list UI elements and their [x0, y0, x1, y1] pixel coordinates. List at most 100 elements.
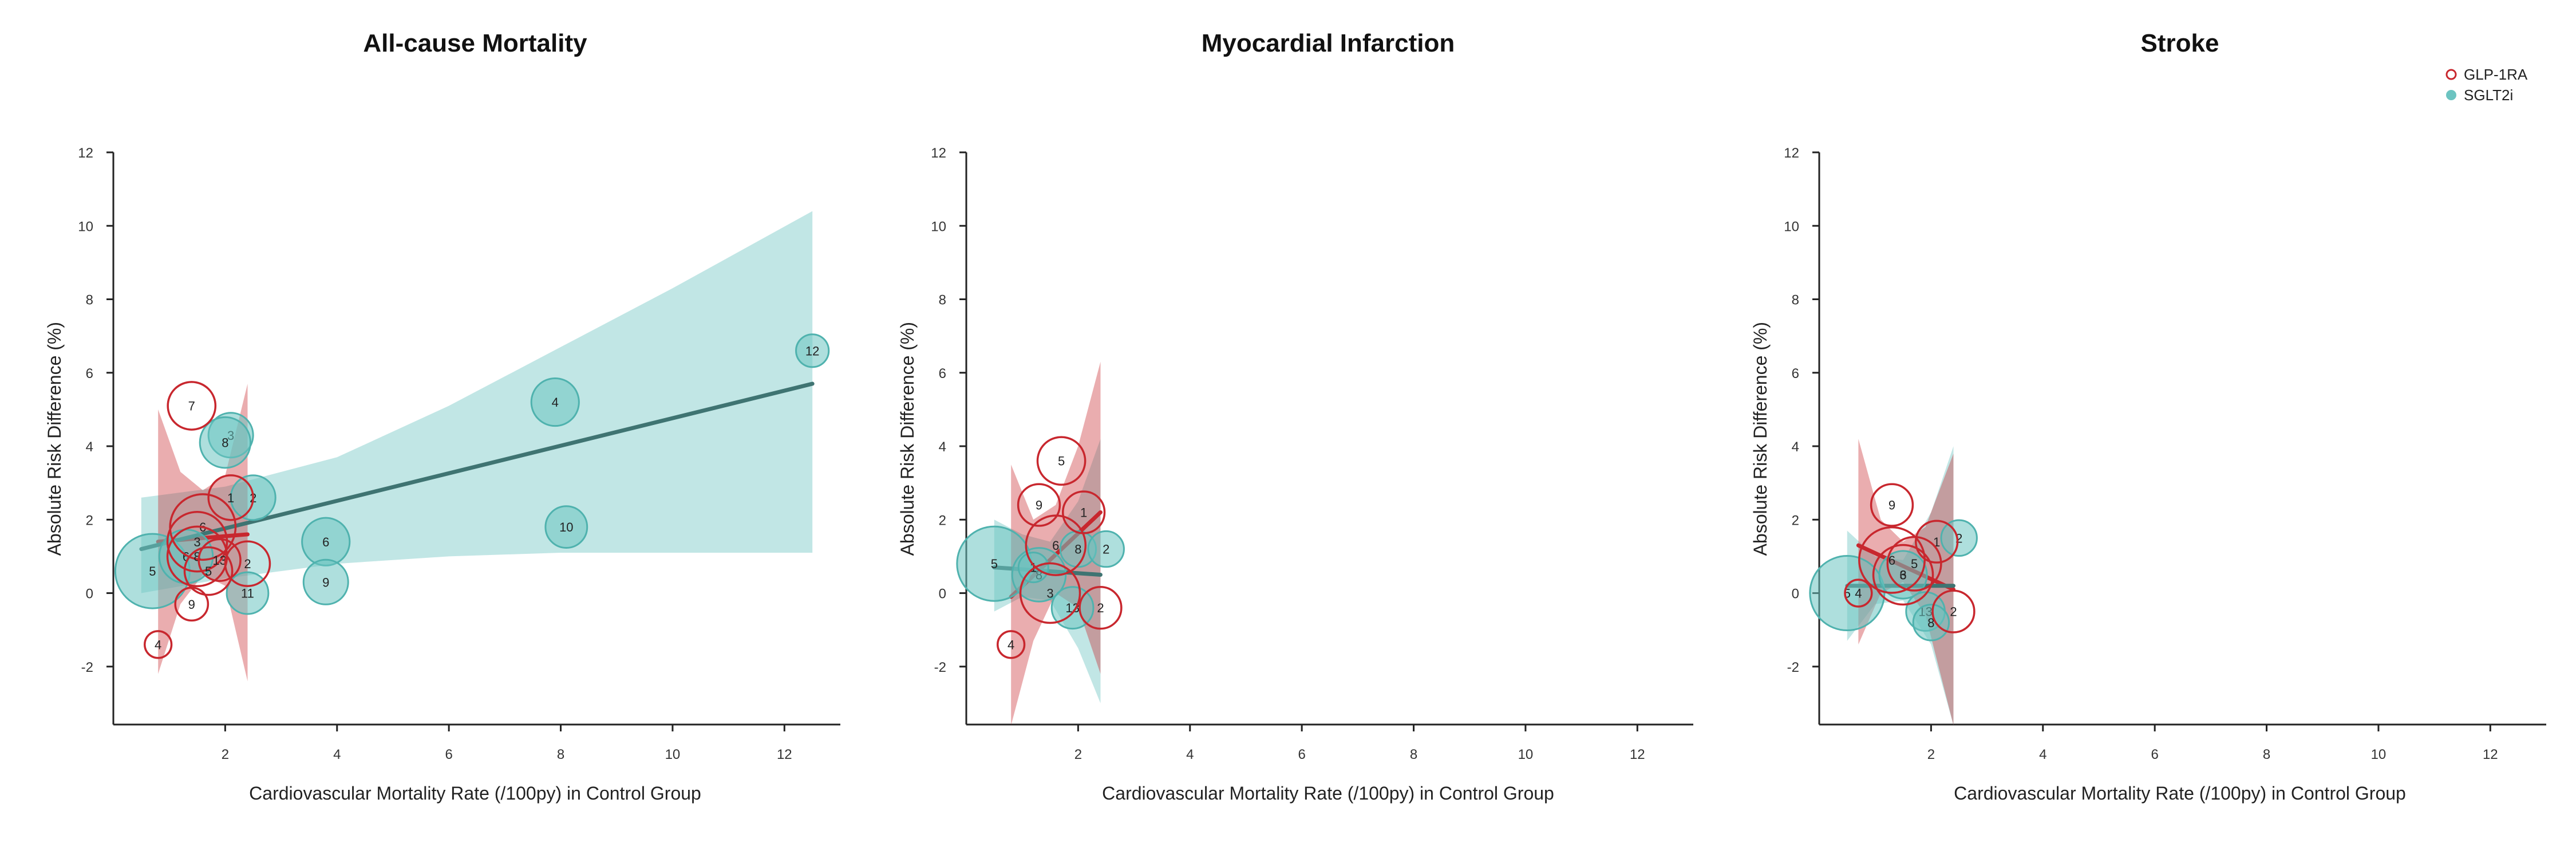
- y-tick-label: 8: [86, 293, 93, 308]
- sglt2i-point: [1809, 555, 1886, 632]
- glp1ra-point: [1017, 483, 1061, 527]
- y-tick-label: 0: [939, 587, 946, 602]
- glp1ra-point-label: 6: [1052, 538, 1059, 553]
- sglt2i-point-label: 6: [322, 535, 329, 549]
- sglt2i-point-label: 8: [1927, 616, 1934, 630]
- glp1ra-point: [144, 630, 173, 659]
- glp1ra-point-label: 2: [244, 557, 251, 571]
- sglt2i-point: [1087, 530, 1125, 568]
- glp1ra-point: [1872, 544, 1934, 606]
- y-tick-label: -2: [81, 660, 93, 675]
- sglt2i-point-label: 8: [1074, 542, 1081, 557]
- x-tick-label: 2: [222, 747, 229, 762]
- sglt2i-point-label: 10: [559, 520, 573, 534]
- glp1ra-point: [207, 474, 254, 521]
- glp1ra-point: [1915, 519, 1959, 564]
- x-tick-label: 6: [445, 747, 452, 762]
- y-axis-label: Absolute Risk Difference (%): [1750, 322, 1771, 556]
- chart-panel-3: Stroke -2 0 2 4 6 8 10 12 2 4 6 8 10 12 Cardiovascular …: [1750, 29, 2546, 804]
- glp1ra-confidence-band: [1011, 361, 1101, 726]
- x-axis-label: Cardiovascular Mortality Rate (/100py) i…: [1954, 783, 2406, 804]
- sglt2i-point-label: 9: [322, 575, 329, 589]
- y-tick-label: 6: [1792, 366, 1799, 381]
- glp1ra-point: [224, 540, 271, 587]
- sglt2i-point: [795, 333, 830, 368]
- x-tick-label: 10: [2371, 747, 2387, 762]
- glp1ra-point-label: 2: [1950, 605, 1957, 619]
- y-tick-label: 12: [931, 145, 946, 161]
- x-tick-label: 8: [2263, 747, 2270, 762]
- glp1ra-point-label: 9: [188, 597, 195, 612]
- chart-title: Myocardial Infarction: [1202, 29, 1455, 57]
- glp1ra-point-label: 5: [1911, 557, 1918, 571]
- y-tick-label: 2: [86, 513, 93, 528]
- glp1ra-point: [997, 630, 1026, 659]
- y-tick-label: 6: [939, 366, 946, 381]
- x-tick-label: 12: [1630, 747, 1645, 762]
- sglt2i-point: [302, 558, 349, 605]
- glp1ra-point: [1025, 514, 1087, 576]
- x-tick-label: 2: [1927, 747, 1935, 762]
- glp1ra-point-label: 5: [1058, 454, 1065, 469]
- glp1ra-point: [197, 538, 242, 582]
- sglt2i-point-label: 2: [1103, 542, 1109, 557]
- glp1ra-point-label: 2: [1097, 601, 1104, 615]
- glp1ra-point: [1886, 536, 1942, 592]
- glp1ra-point: [1931, 589, 1976, 633]
- legend-label: GLP-1RA: [2464, 66, 2528, 83]
- glp1ra-point-label: 1: [227, 491, 234, 505]
- glp1ra-point-label: 13: [212, 553, 226, 568]
- y-tick-label: 4: [1792, 439, 1799, 455]
- glp1ra-point: [166, 511, 228, 573]
- sglt2i-point: [530, 377, 580, 427]
- y-axis-label: Absolute Risk Difference (%): [44, 322, 65, 556]
- y-tick-label: 0: [1792, 587, 1799, 602]
- legend-marker-sglt2i: [2446, 90, 2456, 100]
- x-tick-label: 4: [333, 747, 341, 762]
- sglt2i-point-label: 12: [805, 344, 819, 358]
- glp1ra-point-label: 1: [1080, 505, 1087, 519]
- x-tick-label: 8: [1410, 747, 1417, 762]
- x-tick-label: 12: [777, 747, 792, 762]
- x-axis-label: Cardiovascular Mortality Rate (/100py) i…: [1102, 783, 1554, 804]
- glp1ra-point: [1036, 436, 1086, 486]
- x-axis-label: Cardiovascular Mortality Rate (/100py) i…: [249, 783, 701, 804]
- y-tick-label: 4: [939, 439, 946, 455]
- x-tick-label: 6: [2151, 747, 2158, 762]
- sglt2i-point-label: 6: [1899, 568, 1906, 582]
- glp1ra-point: [1844, 578, 1873, 608]
- x-tick-label: 12: [2483, 747, 2498, 762]
- glp1ra-point-label: 4: [1855, 587, 1862, 601]
- glp1ra-point: [1858, 526, 1926, 594]
- chart-title: All-cause Mortality: [363, 29, 587, 57]
- sglt2i-confidence-band: [141, 211, 813, 593]
- glp1ra-point: [1078, 586, 1123, 630]
- y-tick-label: 2: [939, 513, 946, 528]
- y-tick-label: 12: [1784, 145, 1799, 161]
- glp1ra-point-label: 7: [188, 399, 195, 413]
- glp1ra-point-label: 9: [1036, 498, 1042, 513]
- glp1ra-point-label: 6: [1888, 553, 1895, 568]
- glp1ra-point-label: 5: [205, 564, 212, 578]
- y-tick-label: 10: [1784, 219, 1799, 234]
- y-tick-label: 12: [78, 145, 93, 161]
- sglt2i-point: [544, 505, 588, 549]
- y-tick-label: -2: [1787, 660, 1799, 675]
- sglt2i-point: [1878, 550, 1928, 600]
- x-tick-label: 4: [2039, 747, 2046, 762]
- sglt2i-point-label: 5: [991, 557, 998, 571]
- x-tick-label: 6: [1298, 747, 1305, 762]
- sglt2i-point: [1912, 604, 1950, 641]
- x-tick-label: 8: [557, 747, 564, 762]
- legend-marker-glp1ra: [2445, 69, 2457, 80]
- glp1ra-point: [169, 493, 237, 561]
- x-tick-label: 2: [1074, 747, 1082, 762]
- glp1ra-point: [167, 381, 217, 431]
- y-tick-label: 10: [931, 219, 946, 234]
- x-tick-label: 10: [665, 747, 681, 762]
- legend-label: SGLT2i: [2464, 86, 2513, 104]
